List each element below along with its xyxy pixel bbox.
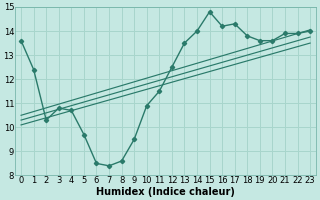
X-axis label: Humidex (Indice chaleur): Humidex (Indice chaleur) — [96, 187, 235, 197]
